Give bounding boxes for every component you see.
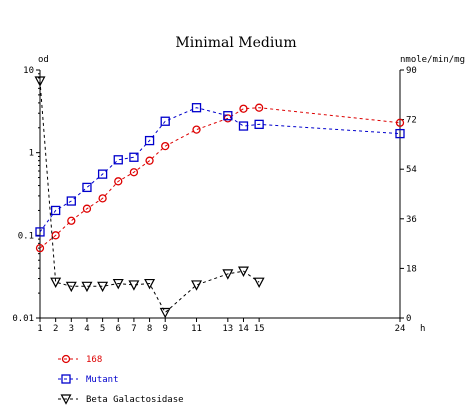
data-point-1-3 (82, 182, 92, 193)
x-tick-label-5: 5 (100, 324, 105, 334)
right-axis-label: nmole/min/mg (400, 55, 465, 65)
x-tick-label-9: 9 (163, 324, 168, 334)
data-point-0-7 (145, 156, 154, 165)
series-line-1 (39, 107, 401, 233)
legend-label-1: Mutant (86, 375, 119, 385)
x-tick-label-7: 7 (131, 324, 136, 334)
data-point-1-2 (66, 196, 76, 206)
data-point-2-12 (253, 277, 265, 288)
legend-marker-2 (60, 394, 72, 405)
data-point-0-6 (129, 168, 139, 177)
series-1 (35, 103, 405, 237)
x-tick-label-15: 15 (254, 324, 265, 334)
y-right-tick-label-5: 90 (406, 66, 417, 76)
x-tick-label-4: 4 (84, 324, 89, 334)
series-layer (34, 76, 405, 319)
data-point-0-9 (192, 125, 201, 134)
data-point-0-1 (51, 231, 60, 240)
data-point-2-5 (112, 278, 124, 290)
data-point-2-10 (222, 269, 234, 280)
data-point-1-10 (223, 111, 233, 121)
data-point-0-8 (161, 141, 170, 151)
data-point-2-2 (65, 281, 77, 293)
data-point-1-1 (51, 205, 61, 216)
x-unit-label: h (420, 324, 425, 334)
x-tick-label-2: 2 (53, 324, 58, 334)
data-point-1-13 (395, 128, 405, 139)
y-right-tick-label-3: 54 (406, 165, 417, 175)
data-point-2-0 (34, 76, 46, 87)
x-tick-label-14: 14 (238, 324, 249, 334)
series-2 (34, 76, 265, 319)
y-left-tick-label-0: 0.01 (12, 314, 34, 324)
data-point-1-11 (238, 121, 249, 131)
y-left-tick-label-2: 1 (29, 149, 34, 159)
data-point-1-5 (113, 155, 123, 165)
y-left-tick-label-1: 0.1 (18, 231, 34, 241)
data-point-2-3 (81, 281, 93, 293)
data-point-0-4 (98, 194, 107, 203)
legend: 168 Mutant Beta Galactosidase (58, 354, 184, 405)
y-right-tick-label-0: 0 (406, 314, 411, 324)
data-point-2-6 (128, 280, 140, 291)
data-point-0-2 (67, 216, 76, 225)
legend-marker-0 (61, 354, 71, 364)
data-point-0-12 (254, 103, 264, 112)
x-tick-label-1: 1 (37, 324, 42, 334)
series-line-2 (39, 80, 260, 314)
x-tick-label-6: 6 (116, 324, 121, 334)
legend-label-0: 168 (86, 355, 102, 365)
series-line-0 (39, 107, 401, 249)
data-point-1-0 (35, 227, 45, 237)
legend-label-2: Beta Galactosidase (86, 395, 184, 405)
y-right-tick-label-4: 72 (406, 116, 417, 126)
data-point-1-9 (191, 103, 202, 113)
data-point-2-11 (237, 266, 249, 277)
data-point-1-8 (160, 116, 170, 126)
left-axis-label: od (38, 55, 49, 65)
data-point-2-1 (50, 277, 62, 288)
x-tick-label-8: 8 (147, 324, 152, 334)
y-right-tick-label-1: 18 (406, 264, 417, 274)
x-tick-label-13: 13 (222, 324, 233, 334)
x-tick-label-3: 3 (69, 324, 74, 334)
y-left-tick-label-3: 10 (23, 66, 34, 76)
data-point-0-13 (395, 118, 405, 127)
data-point-1-12 (254, 119, 264, 130)
data-point-0-11 (239, 104, 248, 113)
y-right-tick-label-2: 36 (406, 215, 417, 225)
data-point-0-0 (35, 243, 45, 253)
data-point-2-9 (191, 280, 203, 291)
data-point-2-8 (159, 307, 171, 319)
legend-marker-1 (61, 374, 71, 384)
x-tick-label-24: 24 (395, 324, 406, 334)
data-point-1-4 (97, 169, 108, 179)
data-point-0-5 (114, 177, 123, 186)
data-point-1-6 (129, 152, 139, 162)
data-point-0-3 (82, 204, 92, 213)
series-0 (35, 103, 405, 253)
x-tick-label-11: 11 (191, 324, 202, 334)
chart-title: Minimal Medium (175, 35, 296, 51)
axes: 1 2 3 4 5 6 7 8 9 11 13 14 15 24 0.01 0.1 1 10 0 18 36 54 72 90 (12, 66, 417, 334)
data-point-2-7 (144, 278, 156, 290)
data-point-1-7 (144, 135, 155, 146)
data-point-2-4 (97, 281, 109, 293)
